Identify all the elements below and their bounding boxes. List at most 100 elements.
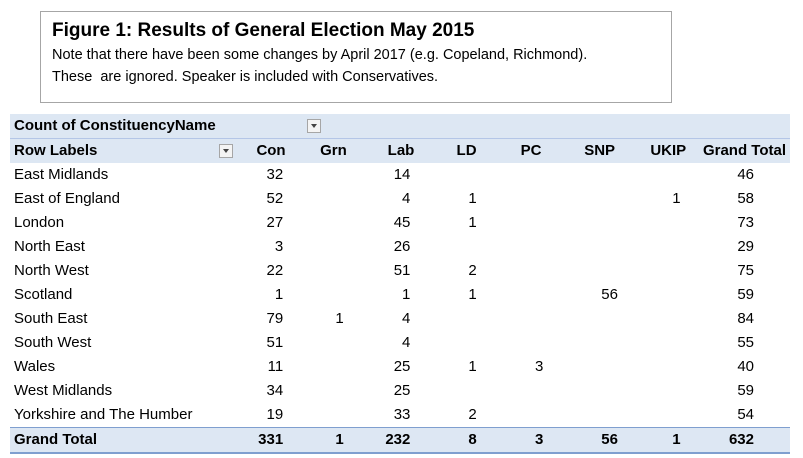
cell-con: 19 bbox=[266, 406, 284, 423]
cell-grand-total: 40 bbox=[737, 358, 754, 375]
row-label: Wales bbox=[14, 358, 56, 375]
cell-snp bbox=[565, 379, 634, 403]
pivot-body: East Midlands 32 14 46 East of England 52 4 1 1 5… bbox=[10, 163, 790, 428]
cell-pc bbox=[497, 235, 566, 259]
cell-lab: 14 bbox=[393, 166, 411, 183]
cell-snp bbox=[565, 163, 634, 187]
note-line-2: These are ignored. Speaker is included w… bbox=[52, 69, 439, 85]
table-row: North West 22 51 2 75 bbox=[10, 259, 790, 283]
row-label: Scotland bbox=[14, 286, 73, 303]
cell-grn bbox=[301, 163, 365, 187]
grand-total-grn: 1 bbox=[301, 427, 366, 454]
cell-con: 79 bbox=[266, 310, 284, 327]
column-header-con: Con bbox=[256, 142, 286, 159]
cell-grn bbox=[301, 355, 365, 379]
pivot-table: Count of ConstituencyName Row Labels Con… bbox=[10, 114, 790, 454]
cell-con: 52 bbox=[266, 190, 284, 207]
table-row: East of England 52 4 1 1 58 bbox=[10, 187, 790, 211]
cell-ukip bbox=[634, 163, 703, 187]
row-label: South West bbox=[14, 334, 92, 351]
cell-snp bbox=[565, 259, 634, 283]
grand-total-label: Grand Total bbox=[10, 427, 241, 454]
row-label: North East bbox=[14, 238, 85, 255]
cell-pc bbox=[497, 283, 566, 307]
cell-pc bbox=[497, 403, 566, 428]
table-row: East Midlands 32 14 46 bbox=[10, 163, 790, 187]
grand-total-grand-total: 632 bbox=[702, 427, 790, 454]
cell-ld: 1 bbox=[468, 286, 477, 303]
cell-pc bbox=[497, 163, 566, 187]
column-header-ukip: UKIP bbox=[650, 142, 687, 159]
cell-lab: 45 bbox=[393, 214, 411, 231]
cell-lab: 25 bbox=[393, 358, 411, 375]
cell-pc bbox=[497, 379, 566, 403]
cell-grn bbox=[301, 379, 365, 403]
cell-con: 32 bbox=[266, 166, 284, 183]
cell-ld: 2 bbox=[468, 406, 477, 423]
cell-ukip bbox=[634, 403, 703, 428]
cell-ukip: 1 bbox=[672, 190, 681, 207]
count-field-dropdown-icon[interactable] bbox=[307, 119, 322, 134]
cell-pc bbox=[497, 259, 566, 283]
row-label: East of England bbox=[14, 190, 120, 207]
cell-grand-total: 59 bbox=[737, 382, 754, 399]
cell-snp: 56 bbox=[601, 286, 618, 303]
cell-ukip bbox=[634, 331, 703, 355]
column-header-grn: Grn bbox=[320, 142, 347, 159]
row-labels-text: Row Labels bbox=[14, 142, 98, 159]
figure-title: Figure 1: Results of General Election Ma… bbox=[52, 20, 475, 41]
cell-ld bbox=[436, 331, 496, 355]
cell-lab: 4 bbox=[402, 334, 411, 351]
cell-lab: 26 bbox=[393, 238, 411, 255]
column-header-ld: LD bbox=[456, 142, 477, 159]
cell-grn bbox=[301, 235, 365, 259]
cell-con: 11 bbox=[267, 358, 284, 375]
cell-ld: 1 bbox=[468, 190, 477, 207]
note-box: Figure 1: Results of General Election Ma… bbox=[40, 11, 672, 103]
column-header-snp: SNP bbox=[584, 142, 616, 159]
note-line-1: Note that there have been some changes b… bbox=[52, 47, 588, 63]
row-label: Yorkshire and The Humber bbox=[14, 406, 193, 423]
grand-total-snp: 56 bbox=[565, 427, 634, 454]
cell-ukip bbox=[634, 235, 703, 259]
cell-ld bbox=[436, 379, 496, 403]
cell-con: 34 bbox=[266, 382, 284, 399]
row-label: North West bbox=[14, 262, 89, 279]
table-row: South West 51 4 55 bbox=[10, 331, 790, 355]
cell-grand-total: 54 bbox=[737, 406, 754, 423]
cell-pc bbox=[497, 187, 566, 211]
cell-ld bbox=[436, 307, 496, 331]
table-row: South East 79 1 4 84 bbox=[10, 307, 790, 331]
cell-snp bbox=[565, 331, 634, 355]
cell-grand-total: 84 bbox=[737, 310, 754, 327]
cell-grand-total: 46 bbox=[737, 166, 754, 183]
cell-con: 51 bbox=[266, 334, 284, 351]
grand-total-lab: 232 bbox=[365, 427, 437, 454]
cell-grn: 1 bbox=[335, 310, 344, 327]
count-field-cell: Count of ConstituencyName bbox=[10, 114, 302, 139]
count-field-filter-cell bbox=[301, 114, 366, 139]
cell-ld: 1 bbox=[468, 358, 477, 375]
cell-snp bbox=[565, 403, 634, 428]
cell-ld: 1 bbox=[468, 214, 477, 231]
cell-grand-total: 58 bbox=[737, 190, 754, 207]
column-header-grand-total: Grand Total bbox=[702, 142, 786, 159]
cell-con: 27 bbox=[266, 214, 284, 231]
cell-snp bbox=[565, 211, 634, 235]
cell-grn bbox=[301, 283, 365, 307]
cell-lab: 4 bbox=[402, 310, 411, 327]
cell-con: 22 bbox=[266, 262, 284, 279]
cell-snp bbox=[565, 187, 634, 211]
cell-grn bbox=[301, 259, 365, 283]
row-labels-filter-dropdown-icon[interactable] bbox=[218, 144, 233, 158]
table-row: Scotland 1 1 1 56 59 bbox=[10, 283, 790, 307]
cell-snp bbox=[565, 235, 634, 259]
cell-ukip bbox=[634, 283, 703, 307]
cell-pc bbox=[497, 331, 566, 355]
table-row: North East 3 26 29 bbox=[10, 235, 790, 259]
cell-lab: 33 bbox=[393, 406, 411, 423]
grand-total-ld: 8 bbox=[436, 427, 497, 454]
row-label: South East bbox=[14, 310, 88, 327]
cell-pc bbox=[497, 307, 566, 331]
row-label: West Midlands bbox=[14, 382, 113, 399]
